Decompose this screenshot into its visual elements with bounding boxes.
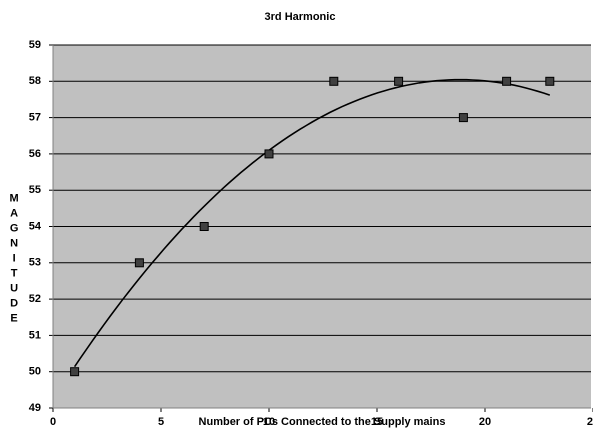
y-tick-label: 57 bbox=[29, 112, 41, 124]
marker bbox=[458, 113, 468, 123]
marker bbox=[329, 76, 339, 86]
marker bbox=[502, 76, 512, 86]
y-tick-label: 52 bbox=[29, 293, 41, 305]
marker bbox=[70, 367, 80, 377]
chart-title: 3rd Harmonic bbox=[265, 11, 336, 23]
y-tick-label: 58 bbox=[29, 75, 41, 87]
marker bbox=[134, 258, 144, 268]
x-axis-label: Number of PCs Connected to the Supply ma… bbox=[199, 416, 446, 428]
marker bbox=[264, 149, 274, 159]
marker bbox=[199, 222, 209, 231]
y-tick-label: 55 bbox=[29, 184, 41, 196]
y-axis-label: MAGNITUDE bbox=[8, 193, 20, 328]
x-tick-label: 5 bbox=[158, 416, 164, 428]
x-tick-label: 15 bbox=[371, 416, 383, 428]
x-tick-label: 20 bbox=[479, 416, 491, 428]
y-tick-label: 59 bbox=[29, 39, 41, 51]
trendline bbox=[73, 78, 551, 368]
y-tick-label: 53 bbox=[29, 257, 41, 269]
y-tick-label: 51 bbox=[29, 329, 41, 341]
y-tick-label: 50 bbox=[29, 366, 41, 378]
y-tick-label: 49 bbox=[29, 402, 41, 414]
y-tick-label: 56 bbox=[29, 148, 41, 160]
marker bbox=[545, 76, 555, 86]
y-tick-label: 54 bbox=[29, 220, 42, 232]
x-tick-label: 10 bbox=[263, 416, 275, 428]
x-tick-label: 0 bbox=[50, 416, 56, 428]
x-tick-label: 25 bbox=[587, 416, 593, 428]
marker bbox=[394, 76, 404, 86]
